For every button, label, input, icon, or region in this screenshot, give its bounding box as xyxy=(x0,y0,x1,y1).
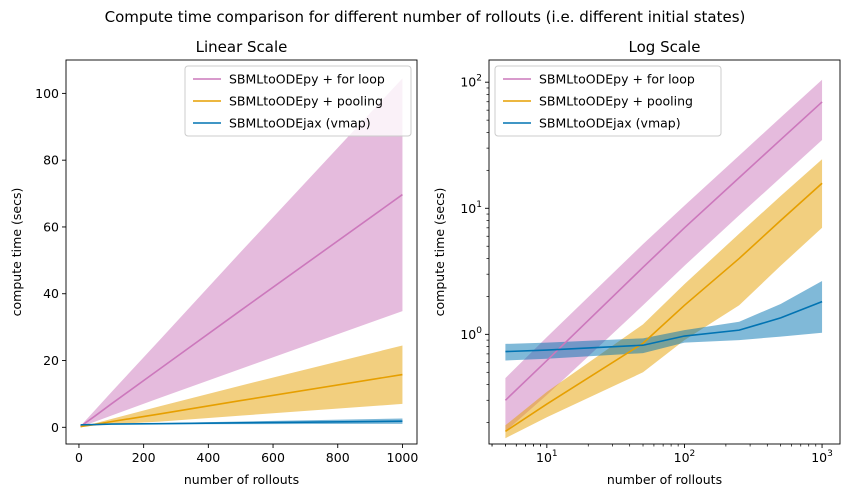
linear-x-tick-label: 800 xyxy=(326,450,350,465)
linear-x-tick-label: 1000 xyxy=(387,450,419,465)
linear-x-tick-label: 0 xyxy=(75,450,83,465)
linear-x-tick-label: 400 xyxy=(196,450,220,465)
log-x-tick-base: 10 xyxy=(536,450,552,465)
linear-legend-label-sbmltoodepy-for-loop: SBMLtoODEpy + for loop xyxy=(229,72,385,87)
log-x-tick-exp: 3 xyxy=(827,449,833,459)
log-y-tick-exp: 1 xyxy=(476,200,482,210)
log-x-tick-base: 10 xyxy=(674,450,690,465)
log-y-tick-label: 102 xyxy=(460,74,482,90)
log-y-tick-label: 101 xyxy=(460,200,482,216)
linear-legend: SBMLtoODEpy + for loop SBMLtoODEpy + pool… xyxy=(184,65,412,137)
linear-legend-box xyxy=(184,65,412,137)
linear-x-axis-label: number of rollouts xyxy=(184,472,299,487)
log-y-tick-label: 100 xyxy=(460,326,482,342)
linear-band-sbmltoodepy-pooling xyxy=(80,345,403,427)
log-y-tick-exp: 2 xyxy=(476,74,482,84)
log-panel-title: Log Scale xyxy=(629,38,701,56)
log-y-axis-label: compute time (secs) xyxy=(432,188,447,317)
log-legend-label-sbmltoodejax-vmap: SBMLtoODEjax (vmap) xyxy=(539,116,681,131)
linear-data-marks xyxy=(80,78,403,428)
log-x-tick-label: 101 xyxy=(536,449,558,465)
linear-legend-label-sbmltoodejax-vmap: SBMLtoODEjax (vmap) xyxy=(229,116,371,131)
log-x-tick-label: 103 xyxy=(811,449,833,465)
log-legend-box xyxy=(494,65,722,137)
linear-panel-title: Linear Scale xyxy=(196,38,288,56)
log-line-sbmltoodepy-pooling xyxy=(504,182,823,433)
linear-y-tick-label: 20 xyxy=(43,353,59,368)
linear-band-sbmltoodepy-for-loop xyxy=(80,78,403,427)
linear-scale-panel: 0 200 400 600 800 1000 0 20 40 60 80 100 Linear Scal… xyxy=(9,38,418,487)
log-y-tick-base: 10 xyxy=(460,75,476,90)
log-x-tick-exp: 2 xyxy=(690,449,696,459)
log-band-sbmltoodepy-pooling xyxy=(505,159,823,439)
log-band-sbmltoodejax-vmap xyxy=(505,280,823,361)
log-y-tick-base: 10 xyxy=(460,201,476,216)
log-data-marks xyxy=(504,79,823,439)
linear-line-sbmltoodepy-pooling xyxy=(80,373,403,428)
figure-title: Compute time comparison for different nu… xyxy=(105,8,746,26)
log-x-tick-base: 10 xyxy=(811,450,827,465)
linear-y-tick-label: 0 xyxy=(51,420,59,435)
linear-axes-frame xyxy=(65,59,418,445)
log-line-sbmltoodepy-for-loop xyxy=(504,101,823,401)
log-y-tick-base: 10 xyxy=(460,327,476,342)
log-axes-frame xyxy=(488,59,841,445)
linear-legend-label-sbmltoodepy-pooling: SBMLtoODEpy + pooling xyxy=(229,94,383,109)
linear-x-tick-label: 600 xyxy=(261,450,285,465)
linear-x-tick-label: 200 xyxy=(132,450,156,465)
log-legend-label-sbmltoodepy-for-loop: SBMLtoODEpy + for loop xyxy=(539,72,695,87)
linear-y-tick-label: 100 xyxy=(35,86,59,101)
linear-y-axis-label: compute time (secs) xyxy=(9,188,24,317)
log-x-tick-label: 102 xyxy=(674,449,696,465)
log-x-axis-label: number of rollouts xyxy=(607,472,722,487)
log-legend-label-sbmltoodepy-pooling: SBMLtoODEpy + pooling xyxy=(539,94,693,109)
linear-y-tick-label: 60 xyxy=(43,219,59,234)
linear-line-sbmltoodejax-vmap xyxy=(80,420,403,426)
log-x-tick-exp: 1 xyxy=(552,449,558,459)
log-line-sbmltoodejax-vmap xyxy=(505,300,823,353)
log-legend: SBMLtoODEpy + for loop SBMLtoODEpy + pool… xyxy=(494,65,722,137)
log-y-tick-exp: 0 xyxy=(476,326,482,336)
linear-y-tick-label: 40 xyxy=(43,286,59,301)
linear-y-tick-label: 80 xyxy=(43,153,59,168)
